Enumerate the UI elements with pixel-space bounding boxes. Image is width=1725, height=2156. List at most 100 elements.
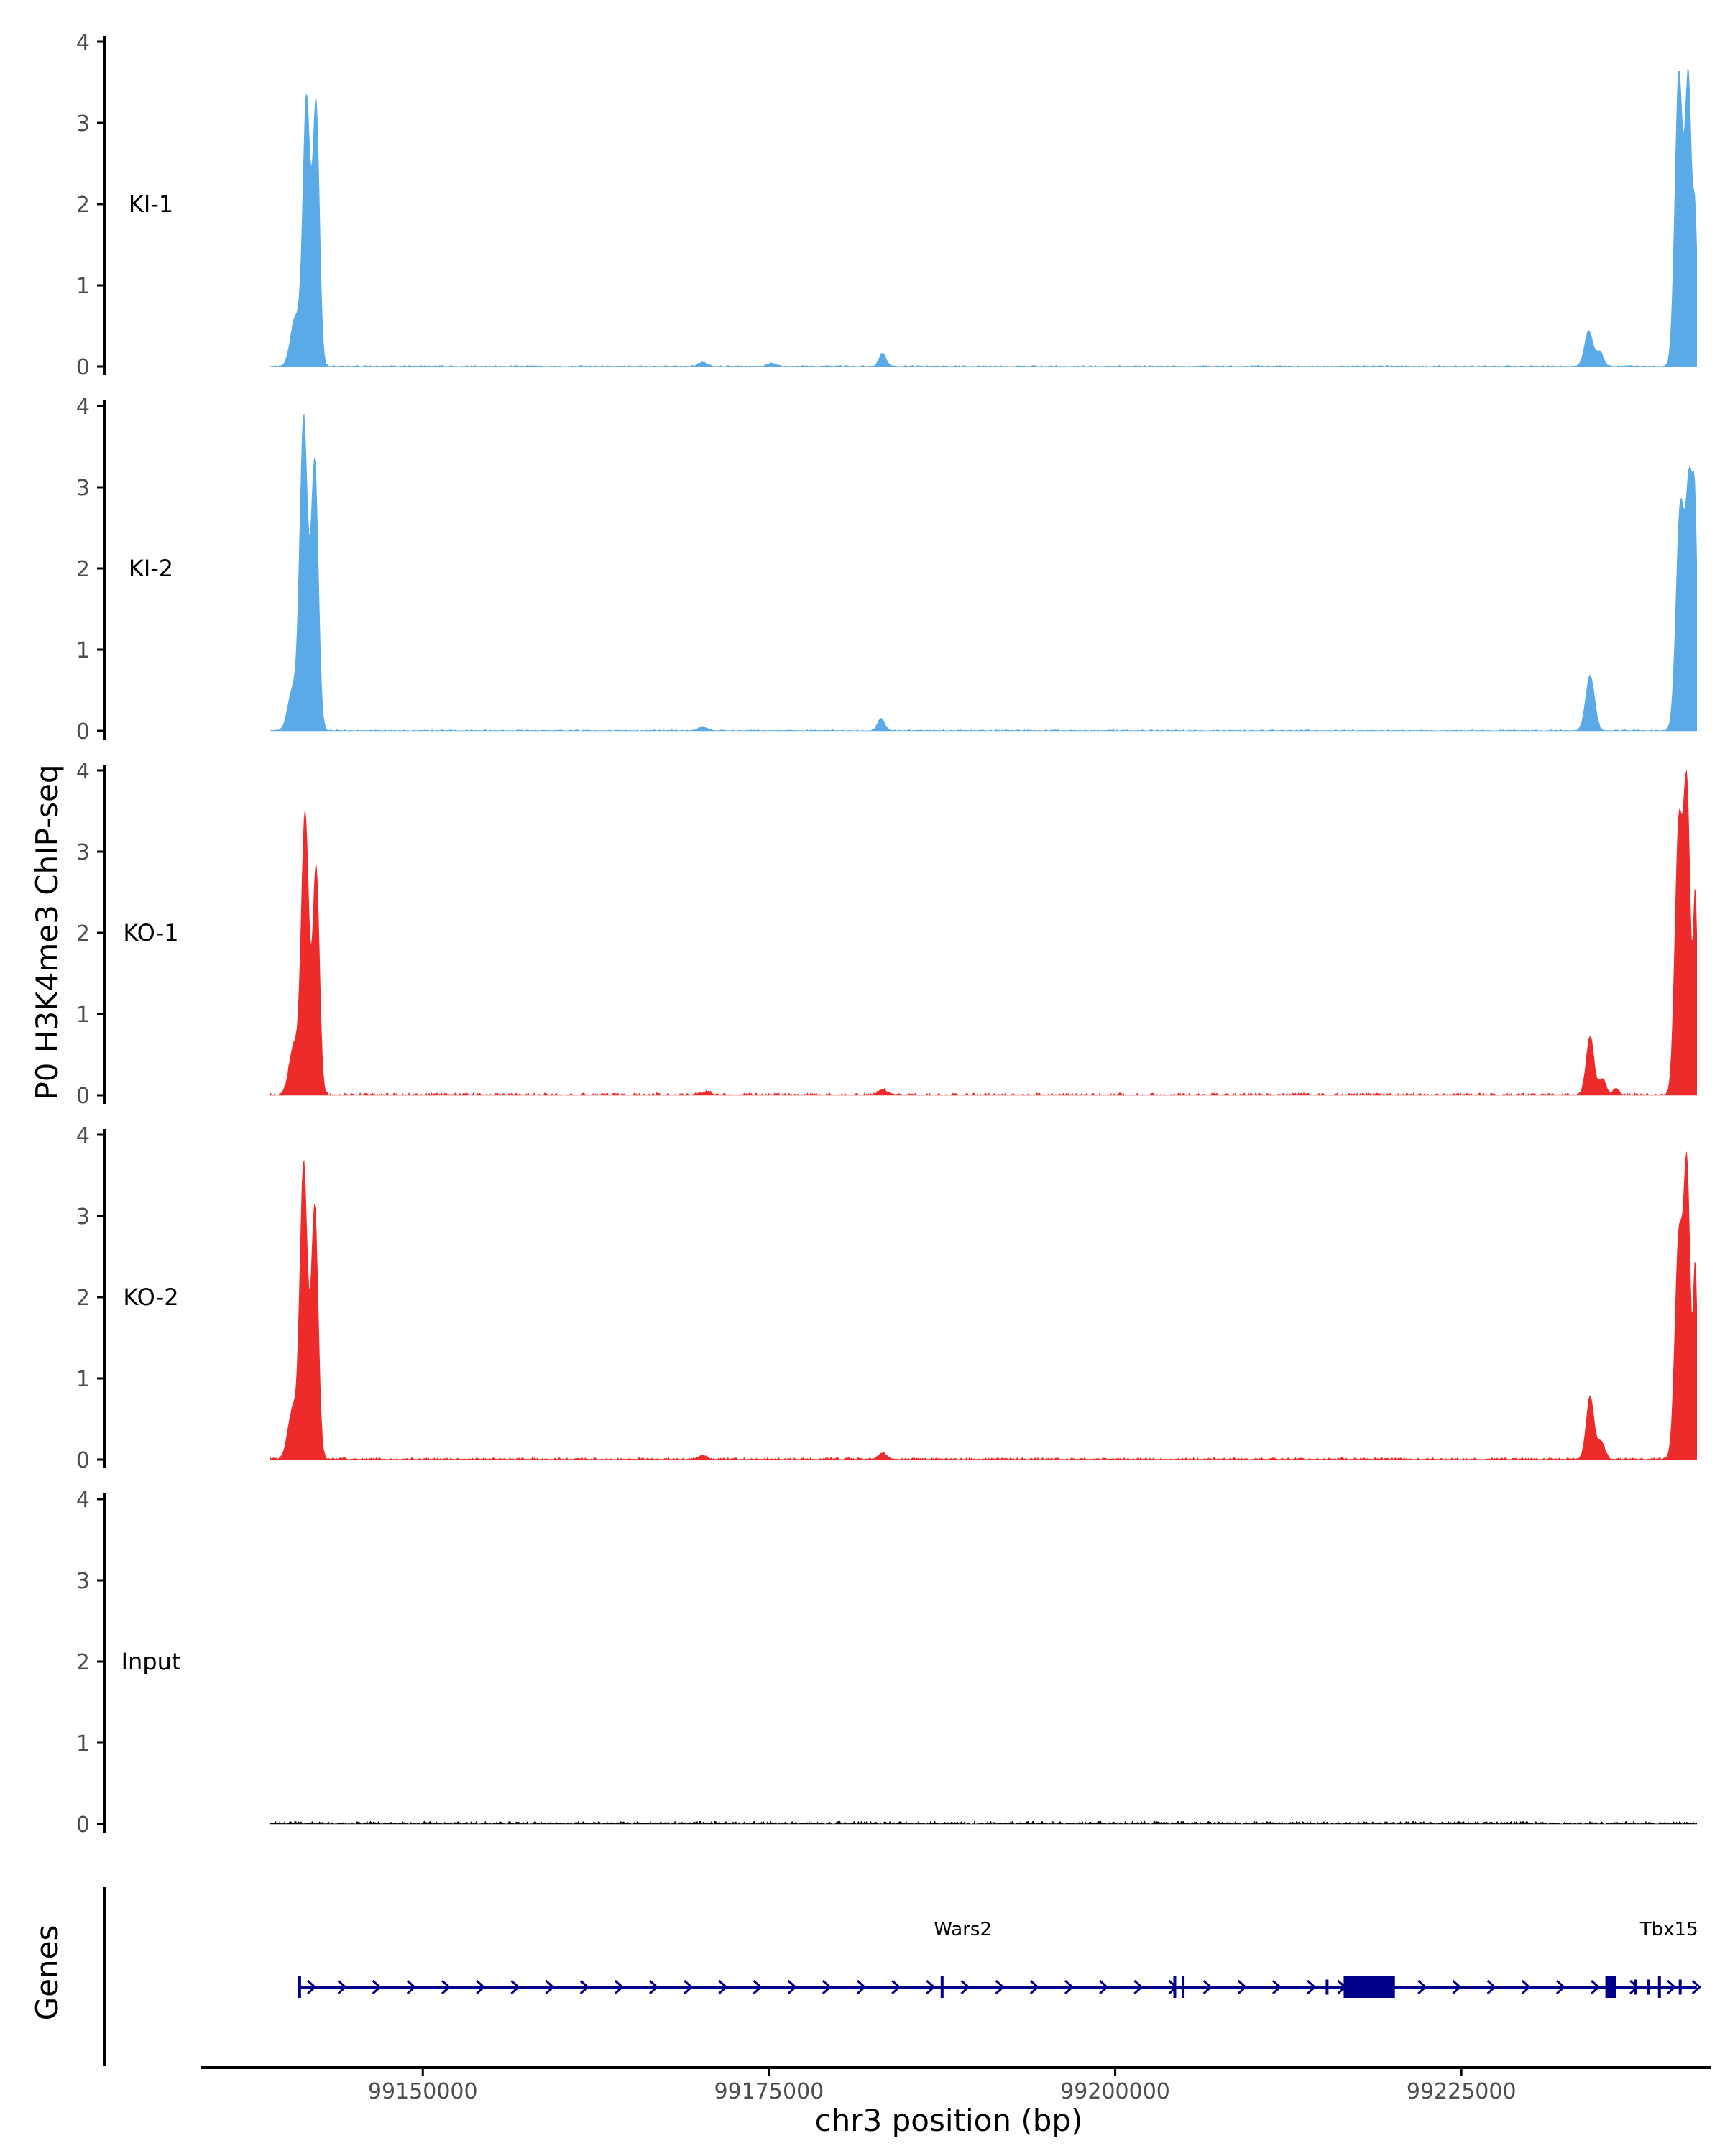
y-tick-label: 4: [76, 1488, 90, 1513]
strand-arrow: [995, 1979, 1005, 1995]
strand-arrow: [1099, 1979, 1109, 1995]
y-tick-label: 1: [76, 1367, 90, 1392]
y-tick-label: 0: [76, 355, 90, 380]
exon: [1657, 1976, 1661, 1998]
coverage-area: [270, 68, 1697, 367]
gene-label: Wars2: [934, 1919, 992, 1940]
exon: [1182, 1976, 1185, 1998]
genes-track: Wars2 Tbx15: [103, 1886, 1701, 2066]
track-label: KI-1: [129, 190, 173, 218]
track-ki-2: 0 1 2 3 4 KI-2: [76, 395, 1697, 745]
y-tick-label: 2: [76, 921, 90, 946]
strand-arrow: [476, 1979, 486, 1995]
y-tick-label: 4: [76, 395, 90, 420]
y-tick-label: 2: [76, 557, 90, 582]
y-tick-label: 0: [76, 1084, 90, 1109]
x-axis-title: chr3 position (bp): [815, 2103, 1083, 2138]
strand-arrow: [856, 1979, 867, 1995]
strand-arrow: [1271, 1979, 1282, 1995]
track-label: KO-2: [123, 1284, 178, 1311]
strand-arrow: [545, 1979, 555, 1995]
track-ki-1: 0 1 2 3 4 KI-1: [76, 30, 1697, 380]
track-input: 0 1 2 3 4 Input: [76, 1488, 1697, 1838]
strand-arrow: [926, 1979, 936, 1995]
y-tick-label: 1: [76, 274, 90, 299]
y-tick-label: 4: [76, 30, 90, 55]
strand-arrow: [1417, 1979, 1427, 1995]
strand-arrow: [406, 1979, 417, 1995]
strand-arrow: [1202, 1979, 1213, 1995]
y-tick-label: 0: [76, 719, 90, 745]
x-tick-label: 99175000: [714, 2079, 824, 2104]
strand-arrow: [1691, 1979, 1701, 1995]
x-tick-label: 99150000: [368, 2079, 478, 2104]
y-tick-label: 4: [76, 1123, 90, 1148]
track-label: KI-2: [129, 555, 173, 582]
coverage-area: [270, 1151, 1697, 1460]
strand-arrow: [1591, 1979, 1601, 1995]
gene-label: Tbx15: [1639, 1919, 1698, 1940]
y-tick-label: 1: [76, 1003, 90, 1028]
strand-arrow: [1029, 1979, 1040, 1995]
track-label: Input: [121, 1648, 181, 1675]
y-tick-label: 3: [76, 1569, 90, 1594]
x-axis: 99150000 99175000 99200000 99225000: [201, 2066, 1711, 2104]
coverage-area: [270, 1820, 1697, 1825]
track-ko-1: 0 1 2 3 4 KO-1: [76, 759, 1697, 1109]
y-tick-label: 4: [76, 759, 90, 784]
y-axis-title: P0 H3K4me3 ChIP-seq: [29, 764, 65, 1100]
strand-arrow: [614, 1979, 625, 1995]
genes-track-title: Genes: [29, 1925, 65, 2021]
exon: [1343, 1976, 1395, 1998]
exon: [1605, 1976, 1616, 1998]
strand-arrow: [1629, 1979, 1639, 1995]
strand-arrow: [1452, 1979, 1462, 1995]
exon: [1647, 1979, 1650, 1995]
exon: [940, 1976, 944, 1998]
strand-arrow: [1237, 1979, 1248, 1995]
strand-arrow: [1307, 1979, 1317, 1995]
y-tick-label: 3: [76, 840, 90, 865]
y-tick-label: 3: [76, 1204, 90, 1230]
strand-arrow: [510, 1979, 520, 1995]
exon: [1325, 1979, 1329, 1995]
y-tick-label: 0: [76, 1812, 90, 1838]
strand-arrow: [787, 1979, 797, 1995]
strand-arrow: [1521, 1979, 1532, 1995]
y-tick-label: 3: [76, 476, 90, 501]
exon: [1634, 1979, 1638, 1995]
x-tick-label: 99225000: [1407, 2079, 1517, 2104]
strand-arrow: [822, 1979, 832, 1995]
y-tick-label: 0: [76, 1448, 90, 1473]
strand-arrow: [1168, 1979, 1178, 1995]
strand-arrow: [718, 1979, 728, 1995]
y-tick-label: 1: [76, 638, 90, 663]
track-label: KO-1: [123, 919, 178, 946]
strand-arrow: [441, 1979, 451, 1995]
strand-arrow: [753, 1979, 763, 1995]
y-tick-label: 2: [76, 1650, 90, 1675]
exon: [298, 1976, 301, 1998]
strand-arrow: [1555, 1979, 1566, 1995]
strand-arrow: [891, 1979, 901, 1995]
strand-arrow: [307, 1979, 317, 1995]
strand-arrow: [1064, 1979, 1075, 1995]
track-ko-2: 0 1 2 3 4 KO-2: [76, 1123, 1697, 1473]
strand-arrow: [1667, 1979, 1677, 1995]
strand-arrow: [684, 1979, 694, 1995]
strand-arrow: [960, 1979, 970, 1995]
strand-arrow: [648, 1979, 659, 1995]
y-tick-label: 1: [76, 1731, 90, 1756]
x-tick-label: 99200000: [1060, 2079, 1170, 2104]
strand-arrow: [1486, 1979, 1496, 1995]
y-tick-label: 3: [76, 111, 90, 137]
exon: [1678, 1979, 1682, 1995]
y-tick-label: 2: [76, 1286, 90, 1311]
coverage-tracks: 0 1 2 3 4 KI-1 0 1 2 3 4 KI-2 0 1 2 3 4 KO-1 0 1 2 3 4 KO-2 0 1 2 3…: [76, 30, 1697, 1838]
coverage-area: [270, 413, 1697, 732]
y-tick-label: 2: [76, 193, 90, 218]
exon: [1173, 1976, 1177, 1998]
strand-arrow: [372, 1979, 382, 1995]
strand-arrow: [579, 1979, 589, 1995]
